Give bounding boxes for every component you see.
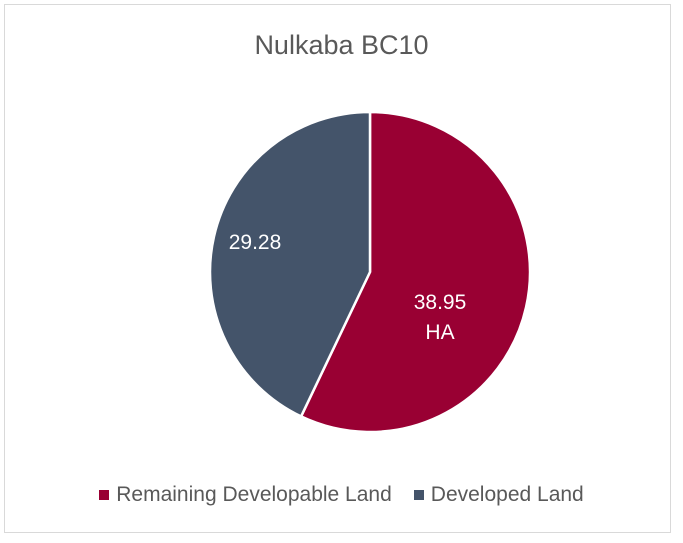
legend-item: Remaining Developable Land bbox=[99, 483, 392, 507]
legend-label: Remaining Developable Land bbox=[116, 483, 392, 506]
legend: Remaining Developable Land Developed Land bbox=[0, 483, 683, 507]
legend-item: Developed Land bbox=[413, 483, 584, 507]
chart-frame bbox=[4, 4, 671, 533]
data-label: 29.28 bbox=[228, 231, 282, 254]
legend-swatch bbox=[413, 490, 424, 500]
pie-slice bbox=[299, 110, 532, 434]
legend-label: Developed Land bbox=[430, 483, 584, 506]
legend-swatch bbox=[99, 490, 110, 500]
data-label: 38.95 HA bbox=[413, 291, 467, 344]
chart-title: Nulkaba BC10 bbox=[254, 30, 429, 60]
pie-slice bbox=[208, 110, 372, 419]
